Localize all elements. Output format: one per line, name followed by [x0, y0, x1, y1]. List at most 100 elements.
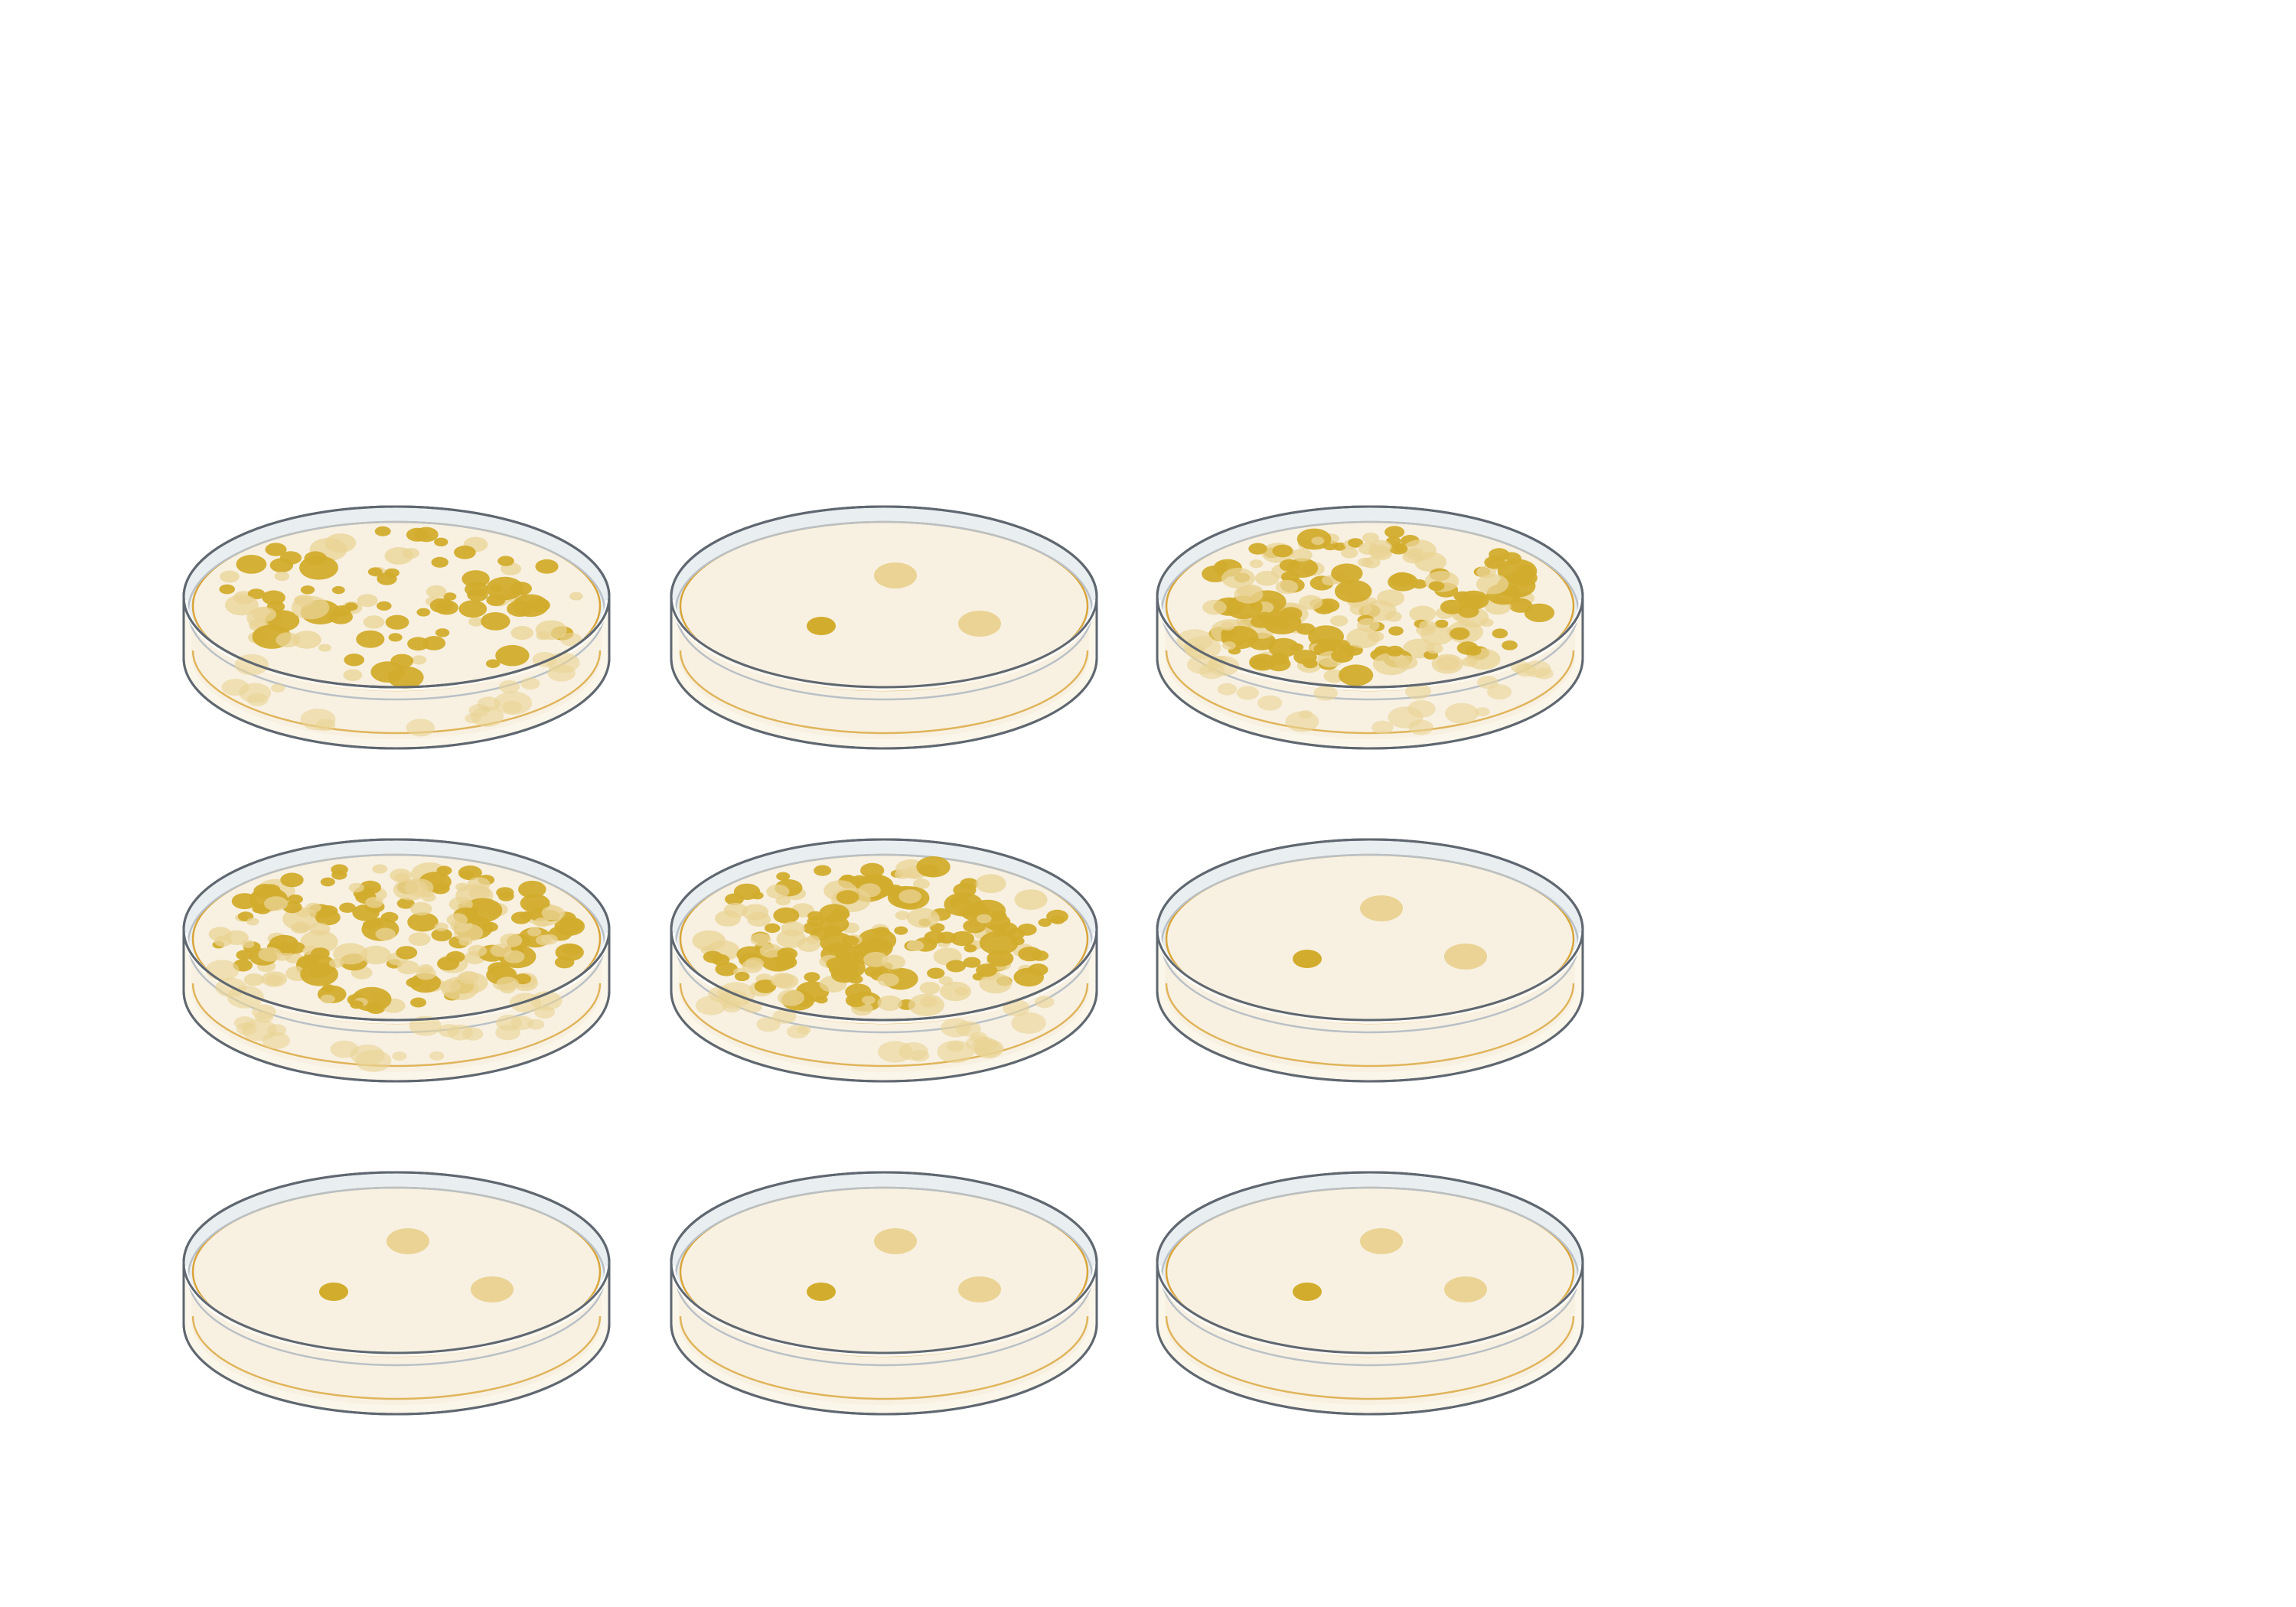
colony — [1335, 579, 1372, 603]
colony — [356, 630, 385, 648]
colony — [414, 526, 439, 543]
colony-through-wall — [696, 996, 727, 1015]
colony-through-wall — [1034, 996, 1055, 1009]
colony — [535, 620, 567, 641]
colony — [861, 996, 876, 1005]
colony — [733, 883, 761, 901]
colony — [408, 932, 431, 947]
colony — [458, 970, 479, 984]
colony — [236, 555, 267, 574]
colony — [842, 935, 859, 947]
colony — [1257, 611, 1274, 622]
colony — [1377, 589, 1405, 607]
colony — [520, 894, 550, 913]
colonies — [692, 856, 1068, 1064]
colony-through-wall — [1487, 684, 1512, 700]
colony — [343, 669, 363, 681]
colony — [1308, 625, 1344, 648]
colony — [377, 601, 392, 611]
colony-through-wall — [1199, 663, 1225, 680]
colony — [1267, 656, 1291, 672]
colony — [1524, 603, 1555, 622]
petri-dish — [670, 838, 1098, 1083]
colony — [781, 921, 805, 937]
colony-through-wall — [1371, 720, 1394, 735]
colony-through-wall — [910, 1050, 930, 1062]
medium-rim — [1165, 650, 1575, 735]
colony — [1384, 611, 1402, 622]
colony — [1357, 618, 1380, 633]
colony — [920, 996, 938, 1008]
colony — [1234, 585, 1264, 604]
colony-through-wall — [392, 1051, 407, 1061]
colony — [1031, 950, 1049, 961]
colony — [258, 947, 282, 962]
colony — [1348, 538, 1364, 548]
colony-through-wall — [227, 985, 264, 1009]
colony — [1360, 895, 1403, 921]
colony-through-wall — [409, 1015, 442, 1036]
colony — [877, 995, 902, 1011]
colony — [319, 1283, 348, 1301]
colony — [1254, 571, 1280, 586]
colony — [946, 960, 967, 973]
colony — [1050, 915, 1065, 924]
colony — [919, 864, 939, 877]
lid-front-edge — [1156, 1262, 1584, 1354]
colony — [1431, 654, 1464, 674]
colony — [318, 644, 331, 652]
petri-dish — [670, 1171, 1098, 1416]
colony — [1386, 645, 1404, 657]
colony — [874, 562, 917, 588]
lid-front-edge — [670, 1262, 1098, 1354]
colony — [246, 918, 259, 926]
colony-through-wall — [546, 652, 580, 673]
colony — [407, 912, 439, 932]
colony-through-wall — [438, 1024, 460, 1038]
colony — [300, 585, 315, 595]
colony — [294, 595, 308, 605]
colony — [304, 551, 327, 566]
colony — [979, 973, 1013, 994]
colony — [1248, 543, 1267, 555]
colonies — [807, 562, 1001, 637]
colony — [348, 882, 364, 893]
colony-through-wall — [495, 1025, 520, 1041]
colony — [367, 567, 383, 576]
colony-through-wall — [462, 1027, 484, 1041]
colony — [387, 666, 424, 689]
colony — [1311, 536, 1325, 545]
colony — [820, 914, 850, 934]
colony — [319, 905, 338, 918]
colony — [803, 921, 823, 934]
colony — [220, 570, 240, 583]
colony — [958, 1276, 1001, 1302]
colony — [747, 911, 771, 927]
colony — [497, 556, 514, 566]
colony — [370, 919, 384, 928]
colony — [431, 928, 452, 942]
colony — [1419, 621, 1437, 631]
dish-outline — [182, 1171, 611, 1416]
petri-dish — [1156, 838, 1584, 1083]
colony — [1222, 641, 1236, 650]
colony-through-wall — [494, 691, 533, 715]
colony — [1435, 619, 1449, 628]
colony — [533, 917, 550, 927]
colony — [750, 933, 771, 947]
colony — [390, 869, 412, 882]
colony-through-wall — [1388, 706, 1424, 729]
colony — [439, 980, 461, 993]
colony-through-wall — [1236, 686, 1259, 700]
colony — [979, 931, 1019, 956]
colony — [975, 874, 1006, 894]
medium-rim — [1165, 1315, 1575, 1400]
colony — [454, 545, 476, 559]
colony — [863, 951, 889, 967]
colony — [913, 878, 931, 889]
colony — [895, 911, 910, 921]
petri-dish — [670, 505, 1098, 750]
colony-through-wall — [1185, 644, 1205, 657]
colony — [1395, 655, 1418, 670]
